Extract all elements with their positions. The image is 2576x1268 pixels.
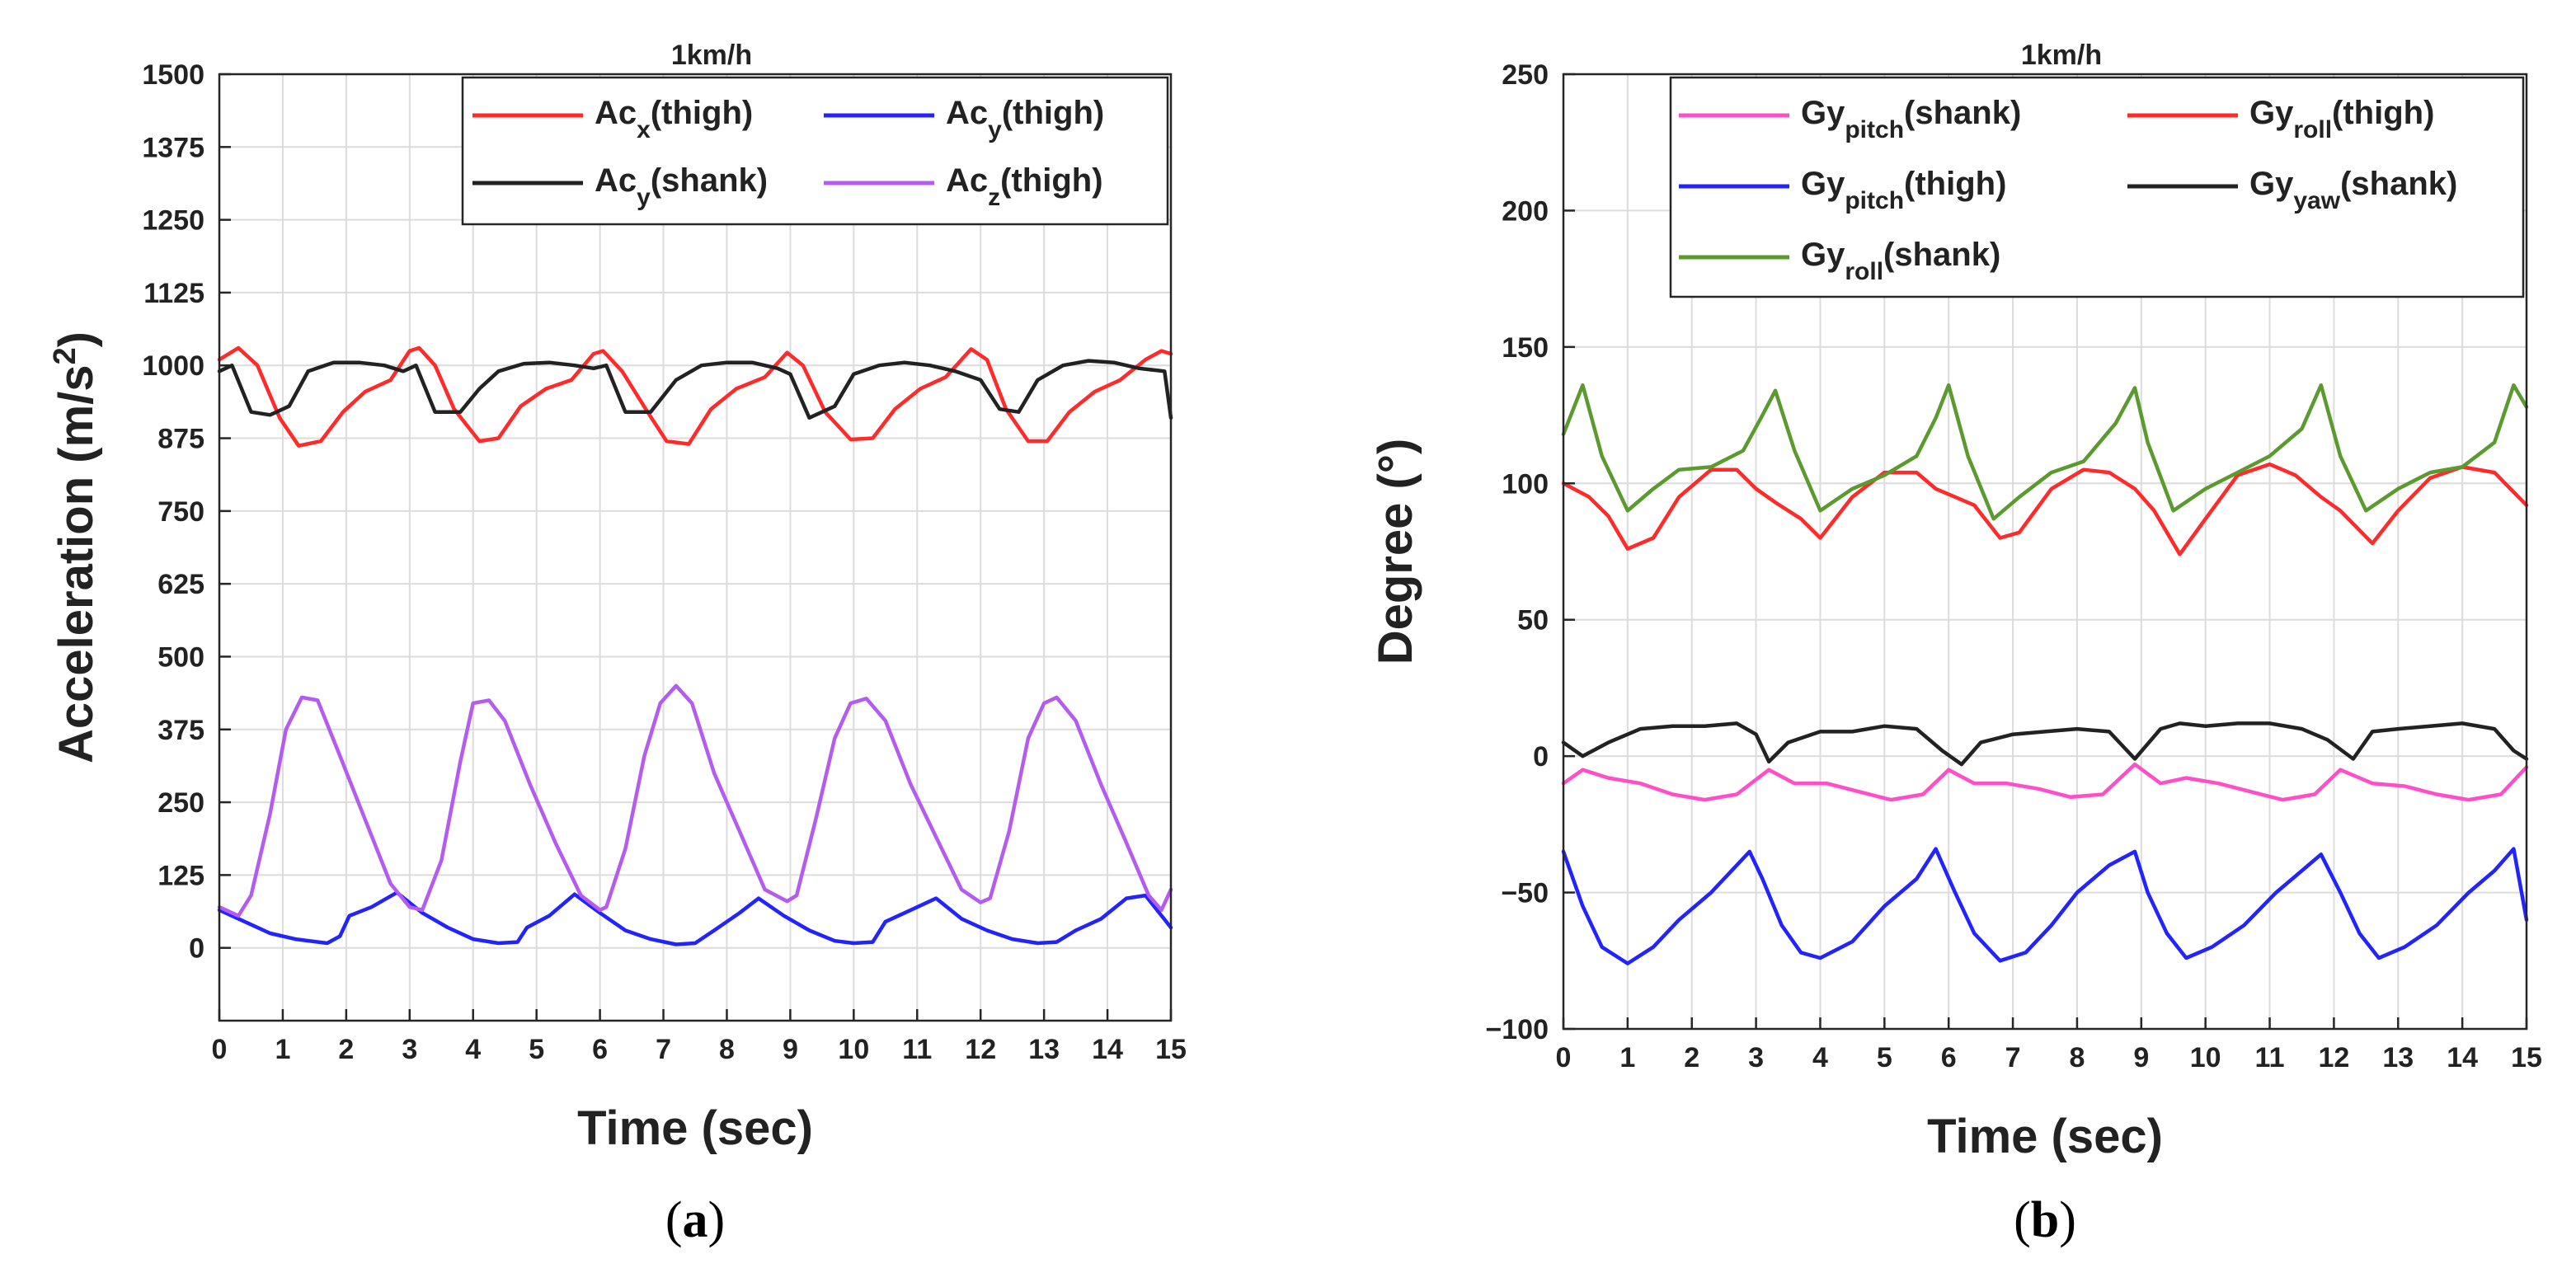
- chart-b-x-tick-label: 11: [2255, 1042, 2285, 1073]
- chart-b-y-tick-label: −100: [1485, 1014, 1549, 1045]
- chart-a-x-tick-label: 11: [902, 1034, 932, 1065]
- chart-a-x-tick-label: 12: [965, 1034, 996, 1065]
- chart-b-x-tick-label: 14: [2447, 1042, 2478, 1073]
- chart-b-legend-label-1: Gyroll(thigh): [2249, 95, 2434, 143]
- chart-a-y-tick-label: 750: [157, 496, 204, 528]
- chart-a-x-tick-label: 7: [656, 1034, 671, 1065]
- chart-a-y-tick-label: 625: [157, 569, 204, 600]
- chart-a-series-line-0: [217, 345, 1173, 448]
- chart-b-x-tick-label: 1: [1619, 1042, 1635, 1073]
- chart-a-plot-area: [219, 74, 1171, 1021]
- chart-b-y-tick-label: 200: [1502, 195, 1549, 227]
- chart-a-series-line-2: [217, 359, 1173, 420]
- chart-b-x-tick-label: 2: [1684, 1042, 1699, 1073]
- chart-a-x-tick-label: 6: [592, 1034, 608, 1065]
- chart-a-y-tick-label: 1375: [142, 132, 204, 163]
- chart-b-series-line-1: [1561, 462, 2529, 557]
- chart-a-x-tick-label: 4: [465, 1034, 481, 1065]
- chart-b-x-tick-label: 15: [2511, 1042, 2542, 1073]
- chart-b-x-tick-label: 12: [2318, 1042, 2349, 1073]
- chart-b-series-line-2: [1561, 847, 2529, 965]
- chart-b-x-tick-label: 0: [1556, 1042, 1572, 1073]
- chart-a-y-tick-label: 1125: [143, 278, 204, 309]
- chart-b-legend-label-0: Gypitch(shank): [1801, 95, 2021, 143]
- chart-b-legend-label-2: Gypitch(thigh): [1801, 166, 2006, 214]
- chart-a-legend: [461, 76, 1169, 226]
- chart-b-x-tick-label: 7: [2005, 1042, 2021, 1073]
- chart-a: 0 1 2 3 4 5 6 7 8 9 10 11 12 13 14 15012525037550062575…: [48, 40, 1187, 1248]
- chart-a-y-axis-label: Acceleration (m/s2): [48, 331, 103, 763]
- chart-b-legend-label-3: Gyyaw(shank): [2249, 166, 2457, 214]
- chart-b-y-axis-label: Degree (°): [1369, 439, 1422, 665]
- chart-a-x-tick-label: 13: [1028, 1034, 1060, 1065]
- chart-a-series-line-3: [217, 683, 1173, 918]
- chart-b-y-tick-label: −50: [1501, 878, 1549, 909]
- chart-b-x-tick-label: 6: [1941, 1042, 1957, 1073]
- chart-b-legend: [1669, 76, 2525, 298]
- chart-b-series-line-0: [1561, 762, 2529, 802]
- chart-b-y-tick-label: 50: [1517, 605, 1549, 636]
- chart-b-x-axis-label: Time (sec): [1927, 1110, 2163, 1163]
- chart-a-y-tick-label: 1500: [142, 59, 204, 91]
- chart-a-x-tick-label: 15: [1155, 1034, 1187, 1065]
- chart-a-x-tick-label: 8: [719, 1034, 735, 1065]
- chart-b-title: 1km/h: [2021, 40, 2102, 71]
- chart-a-legend-label-2: Acy(shank): [595, 162, 768, 211]
- chart-a-y-tick-label: 1000: [142, 350, 204, 382]
- chart-a-y-tick-label: 500: [157, 641, 204, 673]
- chart-a-x-tick-label: 1: [275, 1034, 290, 1065]
- chart-a-legend-label-1: Acy(thigh): [946, 95, 1104, 143]
- chart-b-y-tick-label: 0: [1533, 741, 1549, 773]
- chart-a-y-tick-label: 875: [157, 424, 204, 455]
- chart-a-x-tick-label: 14: [1092, 1034, 1123, 1065]
- chart-b-panel-label: (b): [2014, 1192, 2076, 1248]
- chart-a-x-tick-label: 5: [529, 1034, 544, 1065]
- chart-a-x-tick-label: 3: [402, 1034, 417, 1065]
- chart-b-y-tick-label: 150: [1502, 332, 1549, 364]
- chart-a-x-tick-label: 2: [338, 1034, 354, 1065]
- chart-b-x-tick-label: 10: [2190, 1042, 2221, 1073]
- chart-a-series-line-1: [217, 890, 1173, 946]
- chart-b-y-tick-label: 250: [1502, 59, 1549, 91]
- chart-a-y-tick-label: 250: [157, 787, 204, 819]
- chart-b-axes-frame: [1562, 73, 2528, 1031]
- chart-b-x-tick-label: 3: [1748, 1042, 1764, 1073]
- chart-a-y-tick-label: 125: [157, 860, 204, 891]
- chart-a-y-tick-label: 0: [189, 933, 204, 965]
- chart-b-x-tick-label: 13: [2382, 1042, 2414, 1073]
- chart-b-legend-label-4: Gyroll(shank): [1801, 237, 2000, 285]
- chart-a-x-tick-label: 9: [783, 1034, 798, 1065]
- chart-a-panel-label: (a): [665, 1192, 725, 1248]
- chart-b-series-line-4: [1561, 383, 2529, 521]
- chart-a-legend-label-3: Acz(thigh): [946, 162, 1103, 211]
- chart-a-x-tick-label: 10: [838, 1034, 869, 1065]
- chart-b-x-tick-label: 4: [1812, 1042, 1828, 1073]
- chart-a-legend-label-0: Acx(thigh): [595, 95, 753, 143]
- chart-b-x-tick-label: 9: [2133, 1042, 2149, 1073]
- chart-a-title: 1km/h: [671, 40, 752, 71]
- chart-b-y-tick-label: 100: [1502, 468, 1549, 500]
- chart-b: 0 1 2 3 4 5 6 7 8 9 10 11 12 13 14 15−100−5005010015020…: [1369, 40, 2542, 1248]
- chart-a-y-tick-label: 1250: [142, 205, 204, 237]
- chart-a-axes-frame: [218, 73, 1173, 1022]
- chart-b-x-tick-label: 8: [2069, 1042, 2085, 1073]
- chart-a-x-axis-label: Time (sec): [577, 1101, 813, 1155]
- chart-b-x-tick-label: 5: [1877, 1042, 1892, 1073]
- chart-a-y-tick-label: 375: [157, 715, 204, 746]
- chart-a-x-tick-label: 0: [212, 1034, 228, 1065]
- chart-b-series-line-3: [1561, 721, 2529, 767]
